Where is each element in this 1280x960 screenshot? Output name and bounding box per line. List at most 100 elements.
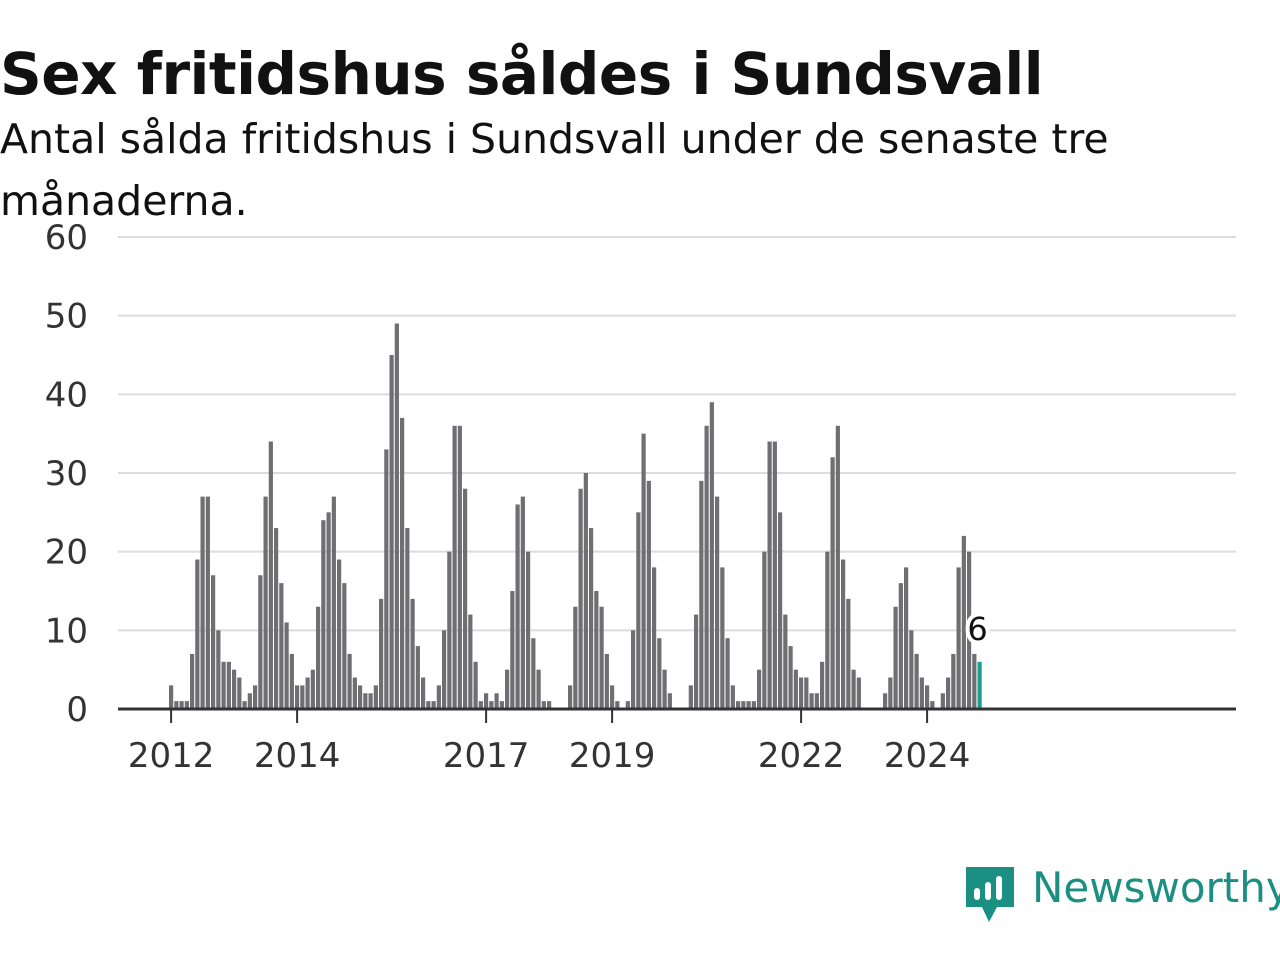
bar <box>946 677 951 709</box>
bar <box>211 575 216 709</box>
bar <box>804 677 809 709</box>
x-axis-labels: 2012 2014 2017 2019 2022 2024 <box>128 736 971 776</box>
brand-name: Newsworthy <box>1032 863 1280 912</box>
bar <box>583 473 588 709</box>
x-tick-label: 2012 <box>128 736 215 776</box>
bar <box>263 496 268 709</box>
bar <box>736 701 741 709</box>
brand-logo: Newsworthy <box>964 863 1280 924</box>
y-tick-label: 40 <box>45 375 88 415</box>
bar <box>347 653 352 709</box>
bar <box>799 677 804 709</box>
bar <box>841 559 846 709</box>
bar <box>930 701 935 709</box>
bar <box>400 417 405 709</box>
bar <box>253 685 258 709</box>
y-tick-label: 10 <box>45 611 88 651</box>
bar <box>268 441 273 709</box>
bar <box>484 693 489 709</box>
bar <box>904 567 909 709</box>
newsworthy-logo-icon <box>966 867 1014 922</box>
bar <box>284 622 289 709</box>
bar <box>809 693 814 709</box>
x-axis <box>118 707 1236 723</box>
bar <box>646 480 651 709</box>
bar <box>604 653 609 709</box>
bar <box>410 598 415 709</box>
bar <box>431 701 436 709</box>
bar <box>531 638 536 709</box>
bar <box>568 685 573 709</box>
bar <box>961 535 966 709</box>
bar <box>510 591 515 709</box>
bar <box>505 669 510 709</box>
bar <box>641 433 646 709</box>
bar <box>972 653 977 709</box>
bar <box>373 685 378 709</box>
bar <box>242 701 247 709</box>
bar <box>190 653 195 709</box>
bar <box>846 598 851 709</box>
bar <box>699 480 704 709</box>
x-tick-label: 2024 <box>884 736 971 776</box>
bar <box>662 669 667 709</box>
bar <box>919 677 924 709</box>
bar <box>578 488 583 709</box>
bar <box>573 606 578 709</box>
bar <box>636 512 641 709</box>
bar <box>499 701 504 709</box>
bar <box>762 551 767 709</box>
bar <box>652 567 657 709</box>
bar <box>925 685 930 709</box>
y-axis-labels: 0 10 20 30 40 50 60 <box>45 218 88 730</box>
bar <box>830 457 835 709</box>
bar-chart: 0 10 20 30 40 50 60 2012 2014 2017 2019 2022 2024 6… <box>45 218 1236 776</box>
chart-title: Sex fritidshus såldes i Sundsvall <box>0 40 1044 108</box>
bar <box>300 685 305 709</box>
bar <box>442 630 447 709</box>
bar <box>951 653 956 709</box>
bar <box>720 567 725 709</box>
bar <box>195 559 200 709</box>
bar <box>956 567 961 709</box>
bar <box>615 701 620 709</box>
bar <box>316 606 321 709</box>
bar <box>447 551 452 709</box>
bar <box>305 677 310 709</box>
bar <box>667 693 672 709</box>
bar <box>898 583 903 709</box>
bar <box>415 646 420 709</box>
bar <box>221 661 226 709</box>
bar <box>247 693 252 709</box>
bar <box>489 701 494 709</box>
bar <box>725 638 730 709</box>
bar <box>741 701 746 709</box>
bar <box>709 402 714 709</box>
bar <box>363 693 368 709</box>
bar <box>751 701 756 709</box>
bar <box>893 606 898 709</box>
bar <box>310 669 315 709</box>
bar <box>914 653 919 709</box>
bar <box>274 528 279 709</box>
annotations: 66 <box>963 606 991 652</box>
bar <box>715 496 720 709</box>
bar <box>216 630 221 709</box>
bar <box>326 512 331 709</box>
bar <box>473 661 478 709</box>
bar <box>746 701 751 709</box>
bar <box>368 693 373 709</box>
bar <box>184 701 189 709</box>
bar <box>820 661 825 709</box>
bar <box>463 488 468 709</box>
bar <box>405 528 410 709</box>
y-tick-label: 30 <box>45 454 88 494</box>
bar <box>232 669 237 709</box>
bar <box>289 653 294 709</box>
bar <box>457 425 462 709</box>
bar <box>331 496 336 709</box>
bar <box>468 614 473 709</box>
bar <box>783 614 788 709</box>
bar <box>657 638 662 709</box>
bar-latest <box>977 661 982 709</box>
